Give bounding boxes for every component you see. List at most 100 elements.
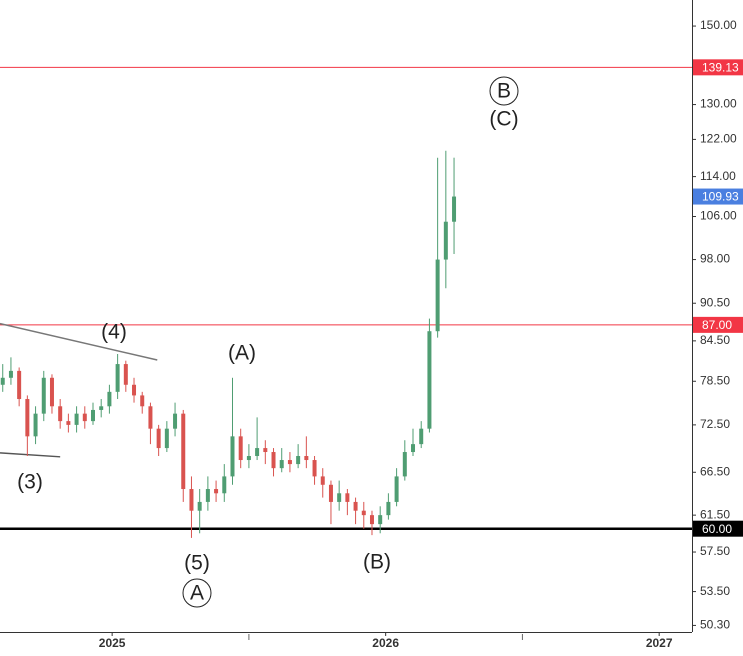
candle-body <box>411 444 416 453</box>
candle <box>197 489 202 534</box>
candle <box>369 510 374 536</box>
candle <box>49 374 54 414</box>
candle <box>181 409 186 502</box>
candle-body <box>320 476 325 485</box>
candle-body <box>312 460 317 477</box>
candle <box>214 480 219 502</box>
candle-body <box>435 259 440 332</box>
candle <box>222 464 227 502</box>
candle-body <box>205 489 210 502</box>
candle-body <box>214 489 219 494</box>
level-price-tag <box>693 316 743 333</box>
candle-body <box>246 456 251 461</box>
candle-body <box>296 456 301 465</box>
candle <box>279 448 284 473</box>
wave-label: (B) <box>363 551 391 574</box>
candle <box>320 468 325 498</box>
candle-body <box>66 421 71 425</box>
candle <box>25 395 30 457</box>
candle-body <box>25 399 30 437</box>
candle-body <box>337 493 342 502</box>
last-price-label: 109.93 <box>702 190 739 204</box>
candle <box>443 150 448 289</box>
candle <box>312 456 317 485</box>
annotation-circle <box>489 76 519 106</box>
x-tick-label: 2025 <box>99 636 126 650</box>
candle-body <box>427 331 432 429</box>
candle-body <box>115 364 120 392</box>
candle-body <box>263 448 268 453</box>
candle <box>394 468 399 507</box>
y-tick-label: 53.50 <box>700 584 730 598</box>
candle <box>263 440 268 465</box>
last-price-tag <box>693 188 743 205</box>
candle <box>238 428 243 469</box>
candle-body <box>140 395 145 407</box>
candle-body <box>33 413 38 437</box>
candle-body <box>345 493 350 502</box>
candle-body <box>49 377 54 407</box>
candle <box>74 406 79 433</box>
candle <box>66 413 71 433</box>
candle-body <box>255 448 260 457</box>
candle-body <box>132 384 137 396</box>
candle-body <box>0 377 5 385</box>
candle-body <box>173 413 178 429</box>
candle-body <box>328 484 333 502</box>
wave-label: (A) <box>228 342 256 365</box>
y-tick-label: 90.50 <box>700 295 730 309</box>
candle <box>296 444 301 469</box>
candle <box>386 493 391 520</box>
candle <box>0 364 5 392</box>
y-tick-label: 61.50 <box>700 507 730 521</box>
wave-label: B <box>497 80 511 103</box>
trendline <box>0 322 158 361</box>
y-tick-label: 57.50 <box>700 544 730 558</box>
candle-body <box>402 452 407 477</box>
annotation-circle <box>182 578 212 608</box>
candle-body <box>82 413 87 422</box>
candle-body <box>443 221 448 260</box>
y-tick-label: 72.50 <box>700 417 730 431</box>
candle-body <box>107 391 112 407</box>
candle <box>419 421 424 449</box>
candle-body <box>181 413 186 490</box>
candle-body <box>197 501 202 511</box>
candle <box>156 424 161 457</box>
candle <box>271 448 276 477</box>
candle <box>132 377 137 403</box>
candle-body <box>353 501 358 511</box>
candle <box>8 357 13 385</box>
candle <box>287 452 292 473</box>
x-tick-label: 2027 <box>646 636 673 650</box>
candle-body <box>90 409 95 422</box>
candle <box>189 476 194 538</box>
candle <box>378 506 383 534</box>
candle <box>115 354 120 400</box>
y-tick-label: 98.00 <box>700 252 730 266</box>
candle-body <box>17 370 22 400</box>
y-tick-label: 130.00 <box>700 97 737 111</box>
wave-label: (C) <box>489 108 518 131</box>
candle-body <box>271 452 276 469</box>
candle <box>353 497 358 525</box>
level-price-label: 60.00 <box>702 522 732 536</box>
y-tick-label: 84.50 <box>700 333 730 347</box>
wave-label: (3) <box>17 471 43 494</box>
candle-body <box>74 413 79 425</box>
candle-body <box>164 428 169 449</box>
candle <box>435 157 440 338</box>
y-tick-label: 150.00 <box>700 18 737 32</box>
candle-body <box>394 476 399 502</box>
y-tick-label: 106.00 <box>700 209 737 223</box>
candle <box>58 399 63 429</box>
candle-body <box>369 515 374 525</box>
candle-body <box>386 501 391 516</box>
candle <box>411 428 416 457</box>
candle <box>33 406 38 445</box>
candle-body <box>148 406 153 429</box>
candle <box>173 402 178 437</box>
candle <box>82 406 87 429</box>
y-tick-label: 66.50 <box>700 464 730 478</box>
